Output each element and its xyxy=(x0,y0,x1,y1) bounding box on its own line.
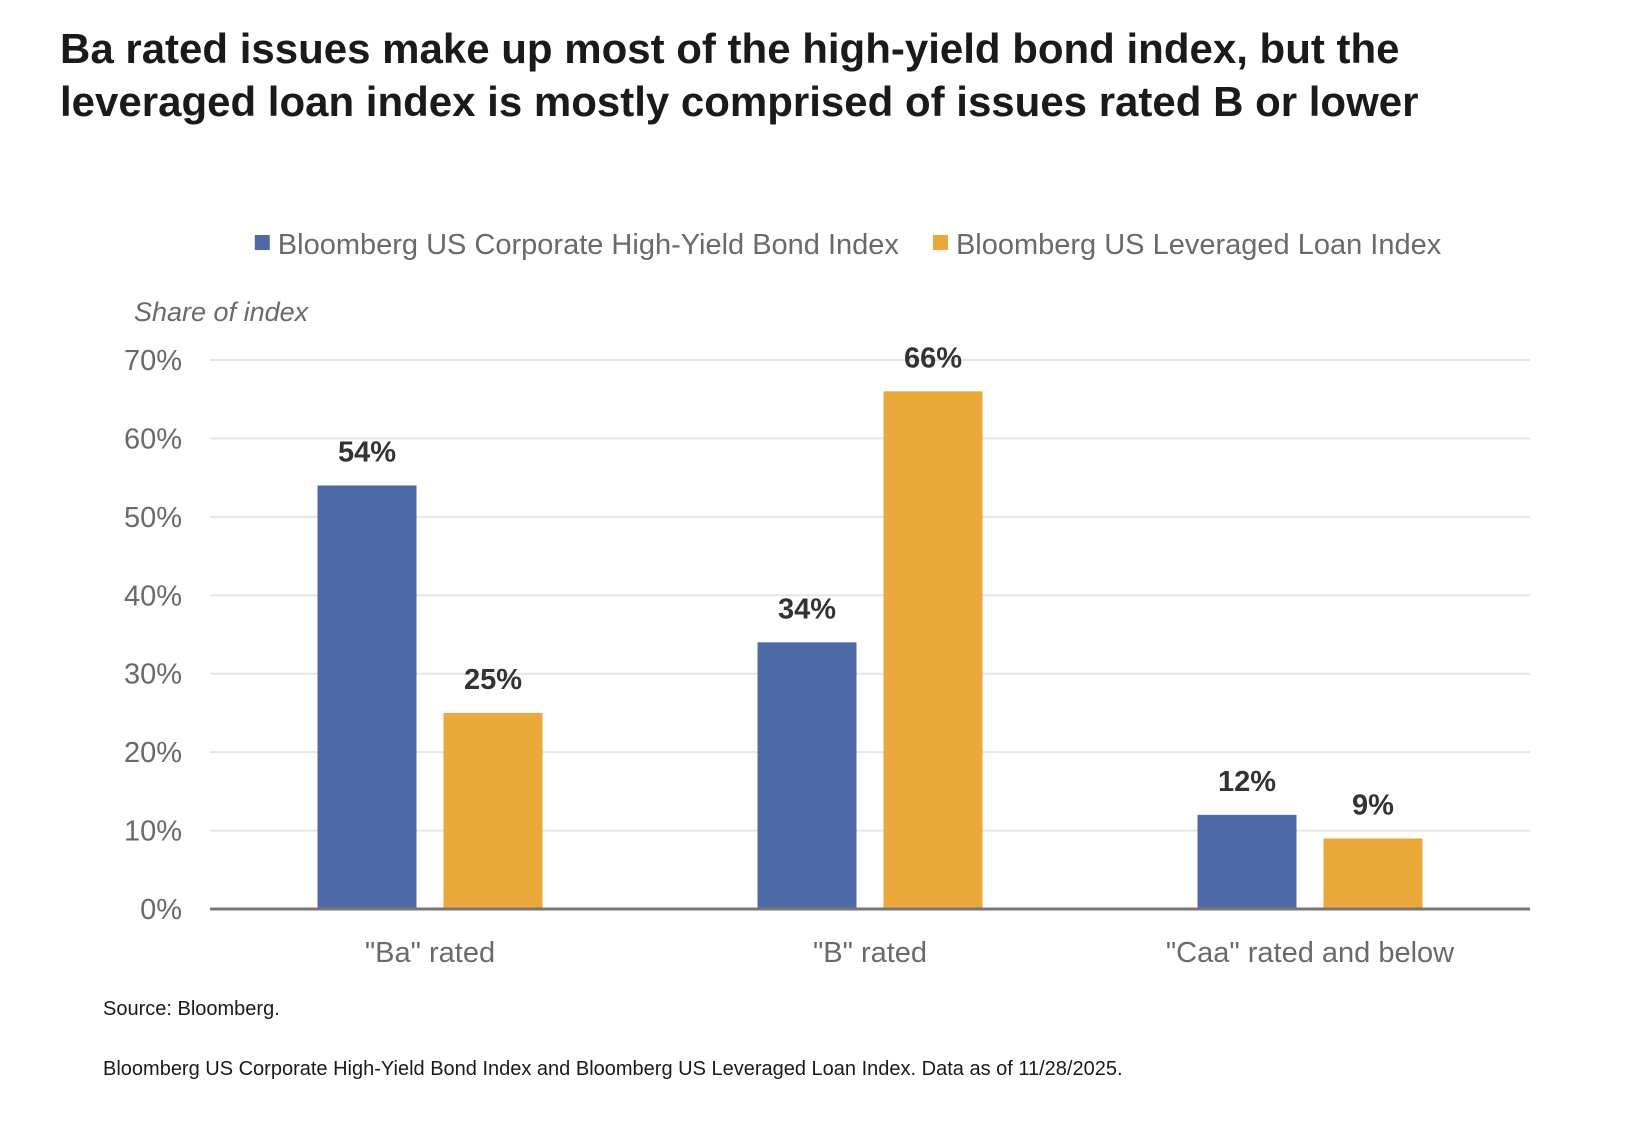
bar-leveraged-loan-1 xyxy=(883,391,983,909)
chart-legend: Bloomberg US Corporate High-Yield Bond I… xyxy=(254,229,1442,261)
data-label: 54% xyxy=(338,436,396,468)
x-category-label: "Caa" rated and below xyxy=(1166,937,1455,969)
bar-chart: Bloomberg US Corporate High-Yield Bond I… xyxy=(124,229,1530,969)
data-labels: 54% 25% 34% 66% 12% 9% xyxy=(338,342,1394,821)
legend-label: Bloomberg US Leveraged Loan Index xyxy=(956,229,1442,261)
x-axis-category-labels: "Ba" rated "B" rated "Caa" rated and below xyxy=(365,937,1455,969)
bar-leveraged-loan-0 xyxy=(443,712,543,909)
data-label: 34% xyxy=(778,593,836,625)
legend-item-high-yield-bond: Bloomberg US Corporate High-Yield Bond I… xyxy=(254,229,900,261)
legend-swatch xyxy=(932,235,948,250)
gridlines xyxy=(210,359,1530,832)
bars xyxy=(317,391,1423,909)
bar-leveraged-loan-2 xyxy=(1323,838,1423,909)
y-tick-label: 20% xyxy=(124,737,182,769)
y-tick-label: 10% xyxy=(124,816,182,848)
y-axis-title: Share of index xyxy=(134,297,310,327)
y-tick-label: 30% xyxy=(124,659,182,691)
headline-line-2: leveraged loan index is mostly comprised… xyxy=(60,78,1419,125)
x-category-label: "Ba" rated xyxy=(365,937,495,969)
y-tick-label: 50% xyxy=(124,502,182,534)
legend-swatch xyxy=(254,235,270,250)
y-axis-tick-labels: 0% 10% 20% 30% 40% 50% 60% 70% xyxy=(124,345,182,926)
legend-item-leveraged-loan: Bloomberg US Leveraged Loan Index xyxy=(932,229,1442,261)
headline-line-1: Ba rated issues make up most of the high… xyxy=(60,25,1400,72)
y-tick-label: 60% xyxy=(124,423,182,455)
data-label: 66% xyxy=(904,342,962,374)
bar-high-yield-bond-0 xyxy=(317,485,417,909)
legend-label: Bloomberg US Corporate High-Yield Bond I… xyxy=(278,229,900,261)
bar-high-yield-bond-1 xyxy=(757,642,857,909)
chart-headline: Ba rated issues make up most of the high… xyxy=(60,22,1540,128)
data-label: 12% xyxy=(1218,766,1276,798)
source-note: Source: Bloomberg. xyxy=(103,998,280,1020)
y-tick-label: 70% xyxy=(124,345,182,377)
y-tick-label: 40% xyxy=(124,580,182,612)
data-label: 9% xyxy=(1352,789,1394,821)
x-category-label: "B" rated xyxy=(813,937,927,969)
footnote: Bloomberg US Corporate High-Yield Bond I… xyxy=(103,1058,1123,1080)
bar-high-yield-bond-2 xyxy=(1197,814,1297,909)
y-tick-label: 0% xyxy=(140,894,182,926)
data-label: 25% xyxy=(464,664,522,696)
